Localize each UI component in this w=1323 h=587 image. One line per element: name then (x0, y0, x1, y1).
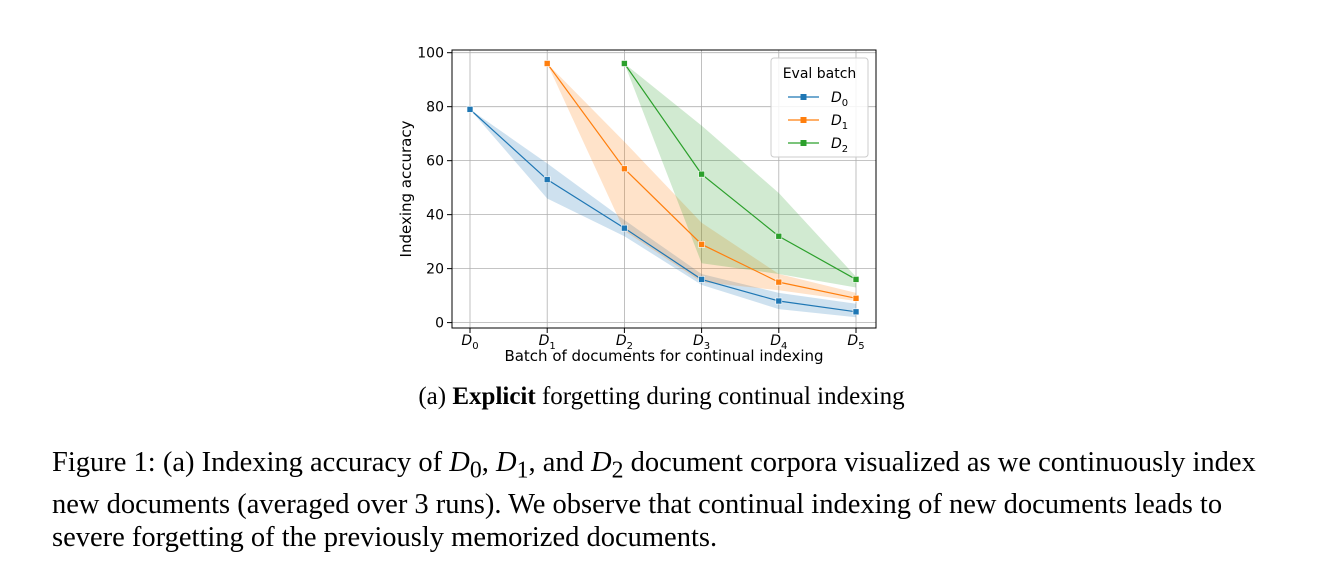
legend-label-D2: D2 (831, 136, 848, 155)
legend-marker-D0 (800, 94, 807, 100)
series-lines (466, 60, 860, 316)
point-D2 (775, 232, 783, 240)
x-tick-label-sub: 0 (472, 341, 478, 352)
legend-label-base: D (831, 136, 842, 152)
caption-d1: D (495, 447, 517, 478)
point-D2 (621, 60, 628, 67)
caption-d1-sub: 1 (516, 457, 529, 484)
x-tick-label: D4 (770, 333, 787, 352)
x-tick-label: D3 (693, 333, 710, 352)
figure-caption: Figure 1: (a) Indexing accuracy of D0, D… (52, 446, 1282, 554)
y-axis-label: Indexing accuracy (397, 120, 415, 257)
x-tick-label: D1 (539, 333, 556, 352)
subcaption-prefix: (a) (418, 383, 453, 410)
x-tick-label-base: D (693, 333, 704, 349)
point-D2 (852, 276, 860, 283)
legend-title: Eval batch (783, 66, 857, 82)
caption-d0-sub: 0 (469, 457, 482, 484)
subcaption-bold: Explicit (452, 383, 536, 410)
x-tick-label: D5 (847, 333, 864, 352)
confidence-bands (470, 63, 856, 318)
x-tick-label-sub: 1 (549, 341, 555, 352)
y-tick-label: 0 (435, 316, 444, 332)
x-tick-label-base: D (847, 333, 858, 349)
plot-frame (451, 49, 877, 329)
caption-d2-sub: 2 (611, 457, 624, 484)
caption-d0: D (449, 447, 470, 478)
x-tick-label: D2 (616, 333, 633, 352)
y-axis-ticks: 0 20 40 60 80 100 (417, 46, 452, 332)
x-tick-label: D0 (461, 333, 478, 352)
subcaption: (a) Explicit forgetting during continual… (0, 383, 1323, 411)
point-D1 (775, 278, 783, 286)
legend-box (770, 57, 869, 158)
point-D1 (621, 165, 628, 173)
y-tick-label: 100 (417, 46, 444, 62)
x-tick-label-sub: 5 (858, 341, 864, 352)
point-D0 (852, 308, 860, 316)
x-axis-label: Batch of documents for continual indexin… (504, 347, 823, 365)
y-tick-label: 20 (426, 262, 444, 278)
x-tick-label-sub: 2 (627, 341, 633, 352)
x-tick-label-base: D (539, 333, 550, 349)
caption-text-1: Figure 1: (a) Indexing accuracy of (52, 447, 450, 478)
point-D1 (543, 60, 551, 67)
caption-text-2: document corpora visualized as we contin… (52, 447, 1256, 553)
caption-sep-2: , and (528, 447, 591, 478)
x-tick-label-base: D (461, 333, 472, 349)
subcaption-rest: forgetting during continual indexing (535, 383, 905, 410)
caption-d2: D (590, 447, 612, 478)
point-D2 (698, 170, 705, 178)
y-tick-label: 80 (426, 100, 444, 116)
legend-label-sub: 2 (842, 144, 848, 155)
legend-label-D0: D0 (831, 90, 848, 109)
band-D1 (547, 63, 856, 302)
line-D0 (469, 108, 857, 313)
legend-label-sub: 0 (842, 98, 848, 109)
point-D0 (621, 224, 628, 232)
legend-label-sub: 1 (842, 121, 848, 132)
x-tick-label-base: D (770, 333, 781, 349)
point-D0 (698, 276, 705, 283)
y-tick-label: 60 (426, 154, 444, 170)
x-tick-label-sub: 3 (704, 341, 710, 352)
x-tick-label-sub: 4 (781, 341, 787, 352)
legend-marker-D2 (800, 140, 807, 146)
point-D0 (543, 176, 551, 183)
legend-label-D1: D1 (831, 113, 848, 132)
point-D0 (775, 297, 783, 305)
legend-label-base: D (831, 113, 842, 129)
line-D2 (623, 63, 857, 280)
legend-marker-D1 (800, 117, 807, 123)
point-D0 (466, 106, 474, 113)
x-axis-ticks: D0 D1 D2 D3 D4 D5 (461, 328, 865, 352)
y-tick-label: 40 (426, 208, 444, 224)
x-tick-label-base: D (616, 333, 627, 349)
legend-label-base: D (831, 90, 842, 106)
caption-sep-1: , (481, 447, 496, 478)
band-D2 (624, 63, 856, 288)
point-D1 (698, 241, 705, 248)
point-D1 (852, 295, 860, 302)
